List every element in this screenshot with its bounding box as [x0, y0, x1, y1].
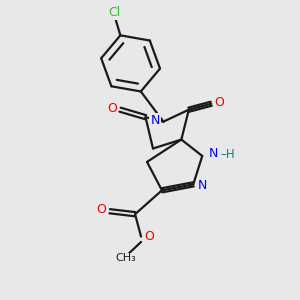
Text: CH₃: CH₃: [116, 254, 136, 263]
Text: N: N: [150, 114, 160, 127]
Text: –H: –H: [221, 148, 236, 161]
Text: O: O: [214, 96, 224, 109]
Text: N: N: [209, 147, 218, 160]
Text: O: O: [107, 102, 117, 115]
Text: N: N: [198, 179, 207, 192]
Text: O: O: [145, 230, 154, 243]
Text: O: O: [96, 203, 106, 216]
Text: Cl: Cl: [108, 6, 121, 19]
